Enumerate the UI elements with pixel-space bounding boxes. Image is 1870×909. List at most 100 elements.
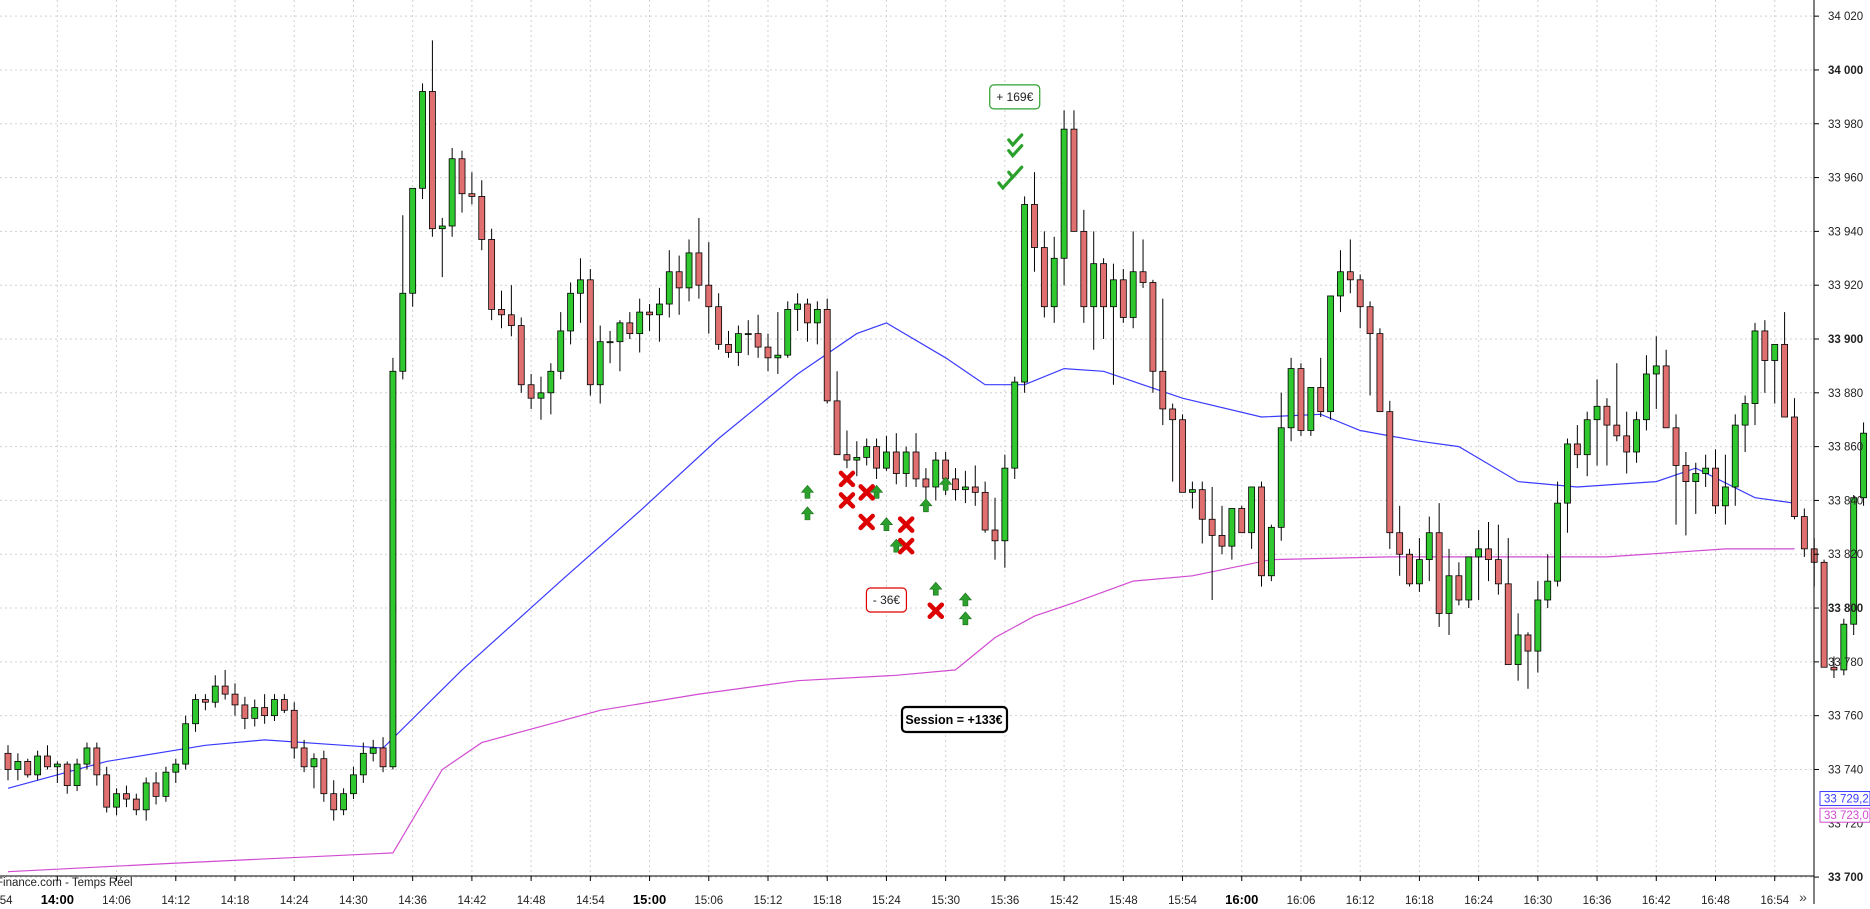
candle-body bbox=[1682, 465, 1690, 482]
candle-body bbox=[1090, 263, 1098, 308]
candle-body bbox=[784, 309, 792, 356]
candle-body bbox=[1119, 279, 1127, 318]
x-tick-label: 16:42 bbox=[1642, 895, 1671, 904]
candle-body bbox=[606, 341, 614, 344]
win-check-icon bbox=[997, 176, 1014, 191]
candles bbox=[4, 40, 1867, 821]
scroll-right-icon[interactable]: » bbox=[1799, 889, 1807, 905]
candle-body bbox=[1396, 532, 1404, 555]
candle-body bbox=[1485, 548, 1492, 561]
candle-body bbox=[991, 529, 999, 542]
candle-body bbox=[1613, 424, 1621, 437]
candle-body bbox=[853, 456, 861, 461]
candle-body bbox=[1564, 443, 1571, 504]
candle-body bbox=[1169, 408, 1177, 421]
candle-body bbox=[1277, 427, 1285, 528]
entry-arrow-icon bbox=[919, 498, 933, 513]
candle-body bbox=[1317, 387, 1325, 413]
x-tick-label: 15:36 bbox=[990, 895, 1019, 904]
candle-body bbox=[14, 761, 22, 770]
loss-cross-stroke bbox=[838, 470, 856, 488]
candle-body bbox=[1238, 508, 1246, 534]
candle-body bbox=[577, 279, 584, 294]
candle-body bbox=[616, 322, 624, 343]
moving-average-line bbox=[7, 322, 1795, 789]
x-tick-label: 14:24 bbox=[280, 895, 309, 904]
candle-body bbox=[1475, 548, 1483, 558]
entry-arrow-icon bbox=[879, 517, 894, 531]
candle-body bbox=[113, 793, 120, 808]
candle-body bbox=[1781, 343, 1788, 418]
candle-body bbox=[1189, 489, 1196, 493]
candle-body bbox=[695, 252, 703, 286]
y-tick-label: 34 000 bbox=[1828, 65, 1863, 77]
candle-body bbox=[429, 91, 436, 230]
loss-cross-icon bbox=[858, 513, 875, 531]
entry-arrow-icon bbox=[889, 538, 903, 553]
price-badge bbox=[1819, 807, 1870, 823]
candle-body bbox=[675, 271, 683, 289]
x-tick-label: 14:36 bbox=[398, 895, 427, 904]
entry-arrow-icon bbox=[929, 581, 943, 596]
candle-body bbox=[1070, 128, 1078, 232]
candle-body bbox=[1465, 556, 1473, 601]
price-badge-label: 33 723,0 bbox=[1824, 810, 1869, 822]
candle-body bbox=[379, 747, 387, 768]
candle-body bbox=[1751, 330, 1759, 404]
candle-body bbox=[290, 709, 298, 749]
candle-body bbox=[399, 292, 407, 372]
win-check-icon bbox=[1007, 133, 1024, 148]
candle-body bbox=[754, 333, 762, 348]
entry-arrow-icon bbox=[800, 506, 815, 521]
candle-body bbox=[1603, 405, 1611, 426]
candle-body bbox=[192, 699, 199, 725]
candle-body bbox=[1702, 467, 1710, 474]
candle-body bbox=[922, 478, 930, 488]
candle-body bbox=[280, 699, 288, 711]
candle-body bbox=[1139, 271, 1147, 283]
y-tick-label: 33 980 bbox=[1828, 119, 1863, 131]
candle-body bbox=[221, 685, 229, 695]
candle-body bbox=[419, 91, 426, 189]
candle-body bbox=[1583, 419, 1591, 456]
candle-body bbox=[1149, 282, 1157, 372]
candle-body bbox=[764, 346, 772, 359]
y-tick-label: 33 920 bbox=[1828, 280, 1863, 292]
x-tick-label: 15:18 bbox=[813, 895, 842, 904]
y-axis: 34 020 34 000 33 980 33 960 33 940 33 920 33 9… bbox=[1813, 0, 1870, 904]
loss-cross-icon bbox=[858, 484, 875, 501]
trade-result-box bbox=[989, 84, 1041, 110]
x-tick-label: 16:12 bbox=[1346, 895, 1375, 904]
x-tick-label: 13:54 bbox=[0, 895, 13, 904]
candle-body bbox=[478, 196, 486, 240]
candle-body bbox=[251, 707, 259, 719]
candle-body bbox=[53, 763, 61, 768]
candle-body bbox=[1198, 489, 1206, 520]
candle-body bbox=[863, 446, 871, 458]
candle-body bbox=[833, 400, 841, 456]
candle-body bbox=[123, 793, 130, 800]
candle-body bbox=[1514, 634, 1522, 665]
y-tick-label: 33 960 bbox=[1828, 173, 1863, 185]
loss-cross-stroke bbox=[897, 516, 915, 533]
candle-body bbox=[330, 793, 338, 811]
x-tick-label: 15:42 bbox=[1050, 895, 1079, 904]
candle-body bbox=[1544, 580, 1552, 601]
y-tick-label: 34 020 bbox=[1828, 11, 1863, 23]
candle-body bbox=[1248, 486, 1256, 534]
candle-body bbox=[1672, 427, 1680, 466]
candle-body bbox=[567, 292, 574, 332]
candle-body bbox=[1662, 365, 1670, 429]
candle-body bbox=[409, 187, 417, 294]
candle-body bbox=[1633, 419, 1640, 453]
candle-body bbox=[310, 758, 318, 768]
x-tick-label: 14:18 bbox=[221, 895, 250, 904]
candle-body bbox=[1643, 373, 1650, 421]
x-tick-label: 15:30 bbox=[931, 895, 960, 904]
x-tick-label: 16:06 bbox=[1287, 895, 1316, 904]
candle-body bbox=[1800, 516, 1808, 550]
trade-labels: + 169€ - 36€ bbox=[865, 84, 1041, 613]
loss-cross-stroke bbox=[927, 602, 945, 619]
